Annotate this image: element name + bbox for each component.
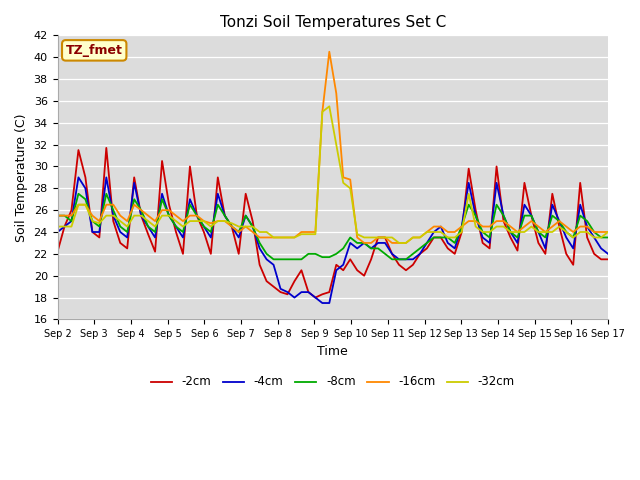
-16cm <box>360 240 368 246</box>
-16cm <box>326 49 333 55</box>
-2cm <box>402 267 410 273</box>
-32cm <box>423 229 431 235</box>
-16cm <box>604 229 612 235</box>
Title: Tonzi Soil Temperatures Set C: Tonzi Soil Temperatures Set C <box>220 15 446 30</box>
-32cm <box>388 235 396 240</box>
-4cm <box>395 256 403 262</box>
-32cm <box>54 224 61 229</box>
-8cm <box>395 256 403 262</box>
-2cm <box>54 249 61 254</box>
Line: -2cm: -2cm <box>58 148 608 298</box>
Text: TZ_fmet: TZ_fmet <box>66 44 123 57</box>
-32cm <box>444 235 452 240</box>
-16cm <box>54 213 61 218</box>
-2cm <box>423 245 431 251</box>
-4cm <box>604 251 612 257</box>
-8cm <box>75 191 83 197</box>
-4cm <box>319 300 326 306</box>
Y-axis label: Soil Temperature (C): Soil Temperature (C) <box>15 113 28 241</box>
-4cm <box>556 218 563 224</box>
-32cm <box>604 229 612 235</box>
-8cm <box>312 251 319 257</box>
Line: -8cm: -8cm <box>58 194 608 259</box>
-4cm <box>444 240 452 246</box>
Line: -32cm: -32cm <box>58 107 608 243</box>
-16cm <box>556 218 563 224</box>
-4cm <box>305 289 312 295</box>
-4cm <box>75 175 83 180</box>
X-axis label: Time: Time <box>317 345 348 358</box>
-32cm <box>298 231 305 237</box>
Line: -16cm: -16cm <box>58 52 608 243</box>
-16cm <box>423 229 431 235</box>
-16cm <box>444 229 452 235</box>
Legend: -2cm, -4cm, -8cm, -16cm, -32cm: -2cm, -4cm, -8cm, -16cm, -32cm <box>146 371 520 393</box>
-2cm <box>312 295 319 300</box>
-32cm <box>326 104 333 109</box>
-8cm <box>556 218 563 224</box>
-4cm <box>402 256 410 262</box>
-2cm <box>556 224 563 229</box>
-32cm <box>556 224 563 229</box>
-16cm <box>395 240 403 246</box>
-8cm <box>604 235 612 240</box>
-16cm <box>298 229 305 235</box>
-4cm <box>54 229 61 235</box>
-4cm <box>423 240 431 246</box>
-8cm <box>54 213 61 218</box>
-8cm <box>269 256 277 262</box>
-8cm <box>444 235 452 240</box>
-8cm <box>402 256 410 262</box>
-32cm <box>395 240 403 246</box>
-32cm <box>402 240 410 246</box>
-2cm <box>604 256 612 262</box>
Line: -4cm: -4cm <box>58 178 608 303</box>
-2cm <box>102 145 110 151</box>
-2cm <box>444 245 452 251</box>
-2cm <box>395 262 403 268</box>
-16cm <box>402 240 410 246</box>
-2cm <box>305 289 312 295</box>
-8cm <box>423 240 431 246</box>
